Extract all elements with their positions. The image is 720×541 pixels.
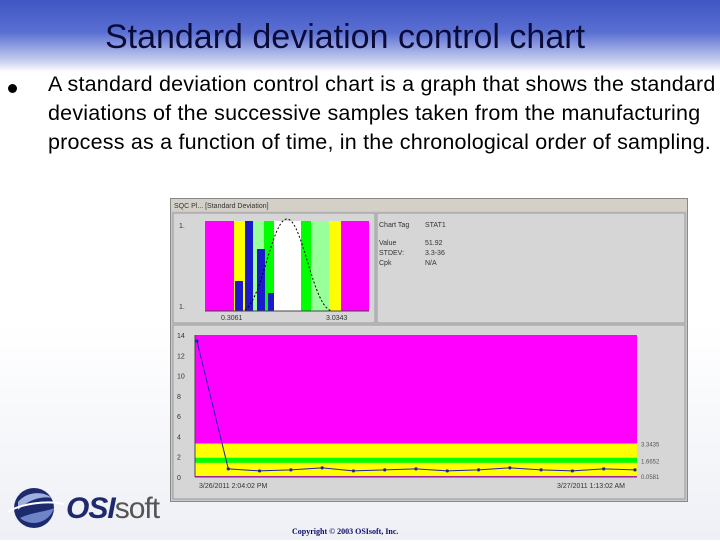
info-stdev: 3.3-36	[425, 250, 445, 257]
control-data-point	[383, 468, 387, 472]
hist-bar	[268, 293, 274, 311]
control-y-tick-label: 4	[177, 434, 181, 441]
control-data-point	[226, 467, 230, 471]
logo-bold: OSI	[66, 492, 116, 525]
bullet-icon	[8, 84, 17, 93]
title-bar	[0, 0, 720, 72]
info-chart-tag-label: Chart Tag	[379, 222, 409, 229]
copyright-text: Copyright © 2003 OSIsoft, Inc.	[292, 527, 399, 536]
control-data-point	[570, 469, 575, 473]
hist-bar	[245, 221, 253, 311]
hist-band-center	[274, 221, 301, 311]
info-stdev-label: STDEV:	[379, 250, 404, 257]
hist-band-green-right	[311, 221, 329, 311]
hist-normal-curve	[240, 218, 334, 312]
globe-logo-icon	[7, 488, 65, 528]
control-x-end-label: 3/27/2011 1:13:02 AM	[557, 483, 625, 490]
info-cpk: N/A	[425, 260, 437, 267]
hist-bar	[257, 249, 265, 311]
app-screenshot-svg: SQC Pl... [Standard Deviation] 1. 1. 0.3…	[171, 199, 687, 500]
control-y-tick-label: 2	[177, 455, 181, 462]
osisoft-logo	[6, 482, 166, 536]
control-limit-label: 0.0581	[641, 475, 660, 481]
control-data-point	[351, 469, 356, 473]
hist-band-green-inner-left	[264, 221, 274, 311]
hist-y-bottom: 1.	[179, 304, 185, 311]
app-screenshot: SQC Pl... [Standard Deviation] 1. 1. 0.3…	[170, 198, 688, 502]
control-data-point	[414, 467, 418, 471]
bullet-text: A standard deviation control chart is a …	[48, 72, 716, 154]
control-data-point	[476, 468, 481, 472]
hist-y-top: 1.	[179, 223, 185, 230]
slide-title: Standard deviation control chart	[104, 18, 586, 56]
info-value-label: Value	[379, 240, 396, 247]
hist-x-right: 3.0343	[326, 315, 348, 322]
control-chart: 14 12 10 8 6 4 2 0 3/26/2011 2:04:02 PM 3/27/2011…	[177, 333, 660, 490]
control-data-point	[539, 468, 543, 472]
info-chart-tag-value: STAT1	[425, 222, 446, 229]
info-panel	[376, 212, 686, 324]
info-cpk-label: Cpk	[379, 260, 392, 267]
osisoft-wordmark: OSIsoft	[66, 492, 160, 526]
control-y-tick-label: 8	[177, 394, 181, 401]
hist-band-green-inner-right	[301, 221, 311, 311]
control-data-point	[445, 469, 449, 473]
hist-band-yellow-right	[329, 221, 341, 311]
control-x-start-label: 3/26/2011 2:04:02 PM	[199, 483, 268, 490]
control-data-point	[508, 466, 512, 470]
control-y-tick-label: 14	[177, 333, 185, 340]
control-y-tick-label: 6	[177, 414, 181, 421]
control-y-tick-label: 10	[177, 374, 185, 381]
info-value: 51.92	[425, 240, 443, 247]
control-data-point	[633, 468, 637, 472]
control-y-tick-label: 12	[177, 353, 185, 360]
hist-bar	[235, 281, 243, 311]
control-data-point	[320, 466, 324, 470]
control-center-band	[195, 457, 637, 463]
control-data-point	[195, 339, 199, 343]
control-limit-label: 1.6652	[641, 459, 660, 465]
control-data-point	[602, 467, 606, 471]
window-titlebar	[171, 199, 687, 211]
control-limit-label: 3.3435	[641, 443, 660, 449]
control-data-point	[289, 468, 293, 472]
window-title: SQC Pl... [Standard Deviation]	[174, 203, 269, 210]
control-y-tick-label: 0	[177, 475, 181, 482]
control-data-point	[257, 469, 262, 473]
hist-x-left: 0.3061	[221, 315, 243, 322]
logo-light: soft	[114, 492, 160, 525]
